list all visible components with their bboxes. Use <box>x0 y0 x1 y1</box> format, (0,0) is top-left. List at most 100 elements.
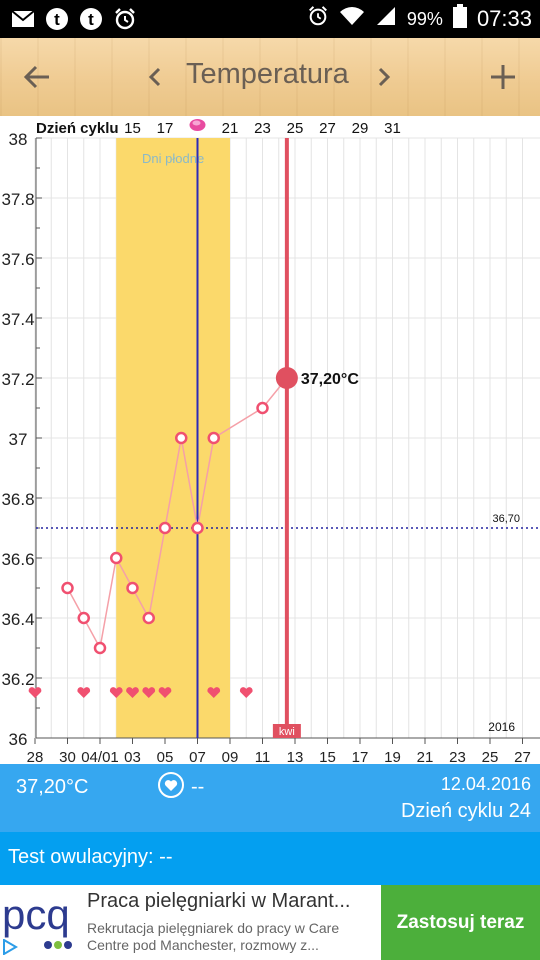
svg-text:pcq: pcq <box>2 891 70 938</box>
svg-text:t: t <box>88 10 94 29</box>
y-tick-label: 36.8 <box>1 490 34 509</box>
selected-date: 12.04.2016 <box>440 774 531 794</box>
page-title: Temperatura <box>186 58 349 90</box>
fertile-label: Dni płodne <box>142 151 204 166</box>
x-tick-label: 17 <box>352 749 369 764</box>
alarm-icon <box>112 6 138 32</box>
heart-icon <box>207 687 221 698</box>
wifi-icon <box>339 5 365 33</box>
cycle-day-tick: 23 <box>254 120 271 137</box>
cycle-day-label: Dzień cyklu <box>36 120 119 137</box>
month-marker: kwi <box>279 726 295 738</box>
chevron-right-icon <box>378 67 391 87</box>
chevron-left-icon <box>148 67 161 87</box>
temperature-point <box>110 551 123 565</box>
heart-icon <box>142 687 156 698</box>
heart-icon <box>28 687 42 698</box>
cycle-day-tick: 17 <box>157 120 174 137</box>
previous-cycle-button[interactable] <box>132 54 178 100</box>
x-tick-label: 21 <box>417 749 434 764</box>
clock: 07:33 <box>476 6 532 31</box>
current-temperature-label: 37,20°C <box>301 371 359 388</box>
x-tick-label: 27 <box>514 749 531 764</box>
x-tick-label: 07 <box>189 749 206 764</box>
add-button[interactable] <box>480 54 526 100</box>
y-tick-label: 37.2 <box>1 370 34 389</box>
temperature-point <box>158 521 172 535</box>
back-button[interactable] <box>14 54 60 100</box>
y-tick-label: 36 <box>9 730 28 749</box>
mail-icon <box>10 6 36 32</box>
arrow-left-icon <box>23 65 49 89</box>
y-tick-label: 36.4 <box>1 610 34 629</box>
ovulation-marker-highlight <box>192 120 201 126</box>
status-bar: t t 99% 07:33 <box>0 0 540 38</box>
heart-icon <box>126 687 139 698</box>
heart-icon <box>77 687 91 698</box>
cycle-day-tick: 25 <box>287 120 304 137</box>
ovulation-test-label: Test owulacyjny: -- <box>8 846 173 868</box>
x-tick-label: 28 <box>27 749 44 764</box>
ovulation-test-bar[interactable]: Test owulacyjny: -- <box>0 832 540 885</box>
x-tick-label: 19 <box>384 749 401 764</box>
current-temperature-point <box>275 367 298 389</box>
tumblr-icon: t <box>78 6 104 32</box>
selected-cycle-day: Dzień cyklu 24 <box>400 800 531 822</box>
temperature-chart[interactable]: Dni płodne 36 36.2 36.4 36.6 36.8 37 37.2 37.4 37… <box>0 116 540 766</box>
coverline-label: 36,70 <box>492 513 520 525</box>
tumblr-icon: t <box>44 6 70 32</box>
y-tick-label: 37.8 <box>1 190 34 209</box>
ad-description: Rekrutacja pielęgniarek do pracy w Care … <box>87 920 340 953</box>
x-tick-label: 05 <box>157 749 174 764</box>
temperature-point <box>207 431 220 445</box>
heart-circle-icon[interactable] <box>158 772 184 798</box>
cycle-day-tick: 27 <box>319 120 336 137</box>
selected-day-info: 37,20°C -- 12.04.2016 Dzień cyklu 24 <box>0 764 540 832</box>
month-marker-bg <box>272 724 301 738</box>
x-tick-label: 09 <box>222 749 239 764</box>
selected-temperature: 37,20°C <box>16 776 89 798</box>
year-label: 2016 <box>488 720 515 734</box>
temperature-point <box>191 521 204 535</box>
adchoices-icon[interactable] <box>2 938 18 956</box>
y-tick-label: 37 <box>9 430 28 449</box>
svg-text:t: t <box>54 10 60 29</box>
next-cycle-button[interactable] <box>361 54 407 100</box>
cycle-day-tick: 15 <box>124 120 141 137</box>
ad-banner[interactable]: pcq Praca pielęgniarki w Marant... Rekru… <box>0 885 540 960</box>
battery-icon <box>452 4 467 34</box>
x-tick-label: 13 <box>287 749 304 764</box>
x-tick-label: 11 <box>255 749 271 764</box>
y-tick-label: 38 <box>9 130 28 149</box>
y-tick-label: 36.6 <box>1 550 34 569</box>
app-bar: Temperatura <box>0 38 540 116</box>
advertiser-logo: pcq <box>0 889 78 955</box>
temperature-point <box>126 581 139 595</box>
x-tick-label: 25 <box>482 749 499 764</box>
sex-value: -- <box>191 776 205 798</box>
heart-icon <box>109 687 123 698</box>
temperature-point <box>61 581 74 595</box>
x-tick-label: 15 <box>319 749 336 764</box>
wood-texture <box>0 38 540 116</box>
x-tick-label: 23 <box>449 749 466 764</box>
battery-percent: 99% <box>406 8 443 29</box>
cycle-day-tick: 21 <box>222 120 239 137</box>
x-tick-label: 03 <box>124 749 141 764</box>
chart-svg: Dni płodne 36 36.2 36.4 36.6 36.8 37 37.2 37.4 37… <box>1 119 540 766</box>
x-tick-label: 30 <box>59 749 76 764</box>
cycle-day-tick: 31 <box>384 120 401 137</box>
temperature-point <box>93 641 107 655</box>
ad-title[interactable]: Praca pielęgniarki w Marant... <box>87 890 351 912</box>
plus-icon <box>491 65 515 89</box>
cycle-day-tick: 29 <box>352 120 369 137</box>
y-tick-label: 37.6 <box>1 250 34 269</box>
x-tick-label: 04/01 <box>81 749 119 764</box>
y-tick-label: 37.4 <box>1 310 34 329</box>
ad-cta-button[interactable]: Zastosuj teraz <box>381 885 540 960</box>
heart-icon <box>158 687 172 698</box>
temperature-point <box>175 431 188 445</box>
alarm-icon <box>307 5 329 33</box>
temperature-point <box>142 611 155 625</box>
y-tick-label: 36.2 <box>1 670 34 689</box>
